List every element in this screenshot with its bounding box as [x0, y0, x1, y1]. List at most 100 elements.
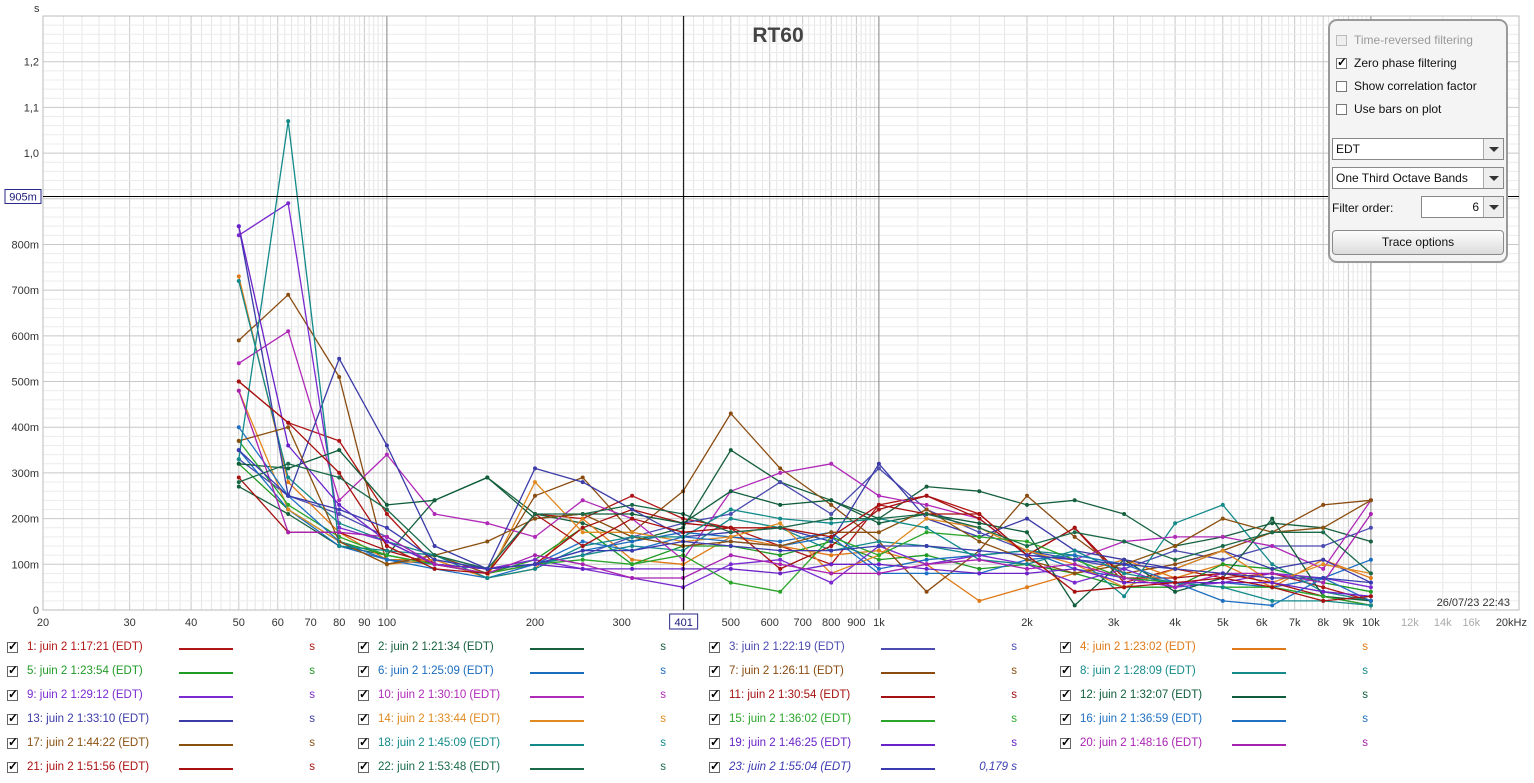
data-point: [778, 557, 783, 562]
bands-select[interactable]: One Third Octave Bands: [1332, 167, 1504, 189]
legend-label[interactable]: 13: juin 2 1:33:10 (EDT): [27, 713, 150, 725]
legend-label[interactable]: 17: juin 2 1:44:22 (EDT): [27, 737, 150, 749]
legend-checkbox[interactable]: [1060, 639, 1071, 653]
data-point: [337, 356, 342, 361]
legend-checkbox[interactable]: [1060, 735, 1071, 749]
legend-checkbox[interactable]: [358, 711, 369, 725]
legend-checkbox[interactable]: [358, 639, 369, 653]
legend-label[interactable]: 18: juin 2 1:45:09 (EDT): [378, 737, 501, 749]
data-point: [580, 512, 585, 516]
legend-label[interactable]: 7: juin 2 1:26:11 (EDT): [729, 665, 844, 677]
legend-label[interactable]: 3: juin 2 1:22:19 (EDT): [729, 641, 845, 653]
legend-checkbox[interactable]: [1060, 663, 1071, 677]
data-point: [1321, 525, 1326, 530]
filter-order-select[interactable]: 6: [1421, 196, 1504, 218]
legend-label[interactable]: 22: juin 2 1:53:48 (EDT): [378, 761, 501, 773]
legend-label[interactable]: 8: juin 2 1:28:09 (EDT): [1080, 665, 1196, 677]
data-point: [630, 576, 635, 580]
time-reversed-checkbox[interactable]: [1336, 34, 1347, 46]
legend-label[interactable]: 5: juin 2 1:23:54 (EDT): [27, 665, 143, 677]
cursor[interactable]: 401 905m: [4, 16, 1519, 630]
legend-label[interactable]: 1: juin 2 1:17:21 (EDT): [27, 641, 143, 653]
legend-checkbox[interactable]: [358, 687, 369, 701]
legend-swatch: [1232, 744, 1286, 746]
data-point: [1072, 525, 1077, 530]
chevron-down-icon[interactable]: [1483, 197, 1503, 217]
show-correlation-row: Show correlation factor: [1336, 77, 1477, 95]
legend-checkbox[interactable]: [7, 735, 18, 749]
data-point: [977, 539, 982, 544]
legend-label[interactable]: 14: juin 2 1:33:44 (EDT): [378, 713, 501, 725]
x-tick-label: 800: [822, 617, 840, 629]
data-point: [1173, 548, 1178, 553]
legend-value: s: [1362, 665, 1368, 677]
legend-checkbox[interactable]: [709, 639, 720, 653]
legend-checkbox[interactable]: [709, 735, 720, 749]
legend-label[interactable]: 16: juin 2 1:36:59 (EDT): [1080, 713, 1203, 725]
data-point: [286, 512, 291, 516]
legend-checkbox[interactable]: [7, 663, 18, 677]
x-tick-label: 4k: [1169, 617, 1181, 629]
x-tick-label: 100: [378, 617, 396, 629]
data-point: [580, 566, 585, 571]
zero-phase-checkbox[interactable]: [1336, 55, 1347, 69]
data-point: [1270, 576, 1275, 580]
legend-checkbox[interactable]: [1060, 711, 1071, 725]
legend-label[interactable]: 23: juin 2 1:55:04 (EDT): [729, 761, 852, 773]
legend-checkbox[interactable]: [1060, 687, 1071, 701]
legend-label[interactable]: 4: juin 2 1:23:02 (EDT): [1080, 641, 1196, 653]
legend-checkbox[interactable]: [7, 711, 18, 725]
legend-label[interactable]: 11: juin 2 1:30:54 (EDT): [729, 689, 851, 701]
trace-options-button[interactable]: Trace options: [1332, 230, 1504, 255]
chart-title: RT60: [752, 24, 803, 47]
data-point: [728, 539, 733, 544]
data-point: [286, 493, 291, 498]
chevron-down-icon[interactable]: [1483, 139, 1503, 159]
legend-label[interactable]: 19: juin 2 1:46:25 (EDT): [729, 737, 852, 749]
x-tick-label: 50: [233, 617, 245, 629]
data-point: [630, 493, 635, 498]
legend-checkbox[interactable]: [358, 759, 369, 773]
control-panel: Time-reversed filtering Zero phase filte…: [1328, 19, 1508, 263]
chevron-down-icon[interactable]: [1483, 168, 1503, 188]
x-tick-label: 60: [272, 617, 284, 629]
use-bars-checkbox[interactable]: [1336, 103, 1347, 115]
legend-swatch: [179, 696, 233, 698]
legend-checkbox[interactable]: [709, 663, 720, 677]
show-correlation-checkbox[interactable]: [1336, 80, 1347, 92]
legend-checkbox[interactable]: [7, 759, 18, 773]
legend-label[interactable]: 6: juin 2 1:25:09 (EDT): [378, 665, 494, 677]
legend-checkbox[interactable]: [709, 759, 720, 773]
data-point: [337, 470, 342, 475]
data-point: [876, 507, 881, 512]
series-line-20: [238, 390, 1372, 588]
data-point: [977, 598, 982, 603]
legend-checkbox[interactable]: [7, 687, 18, 701]
y-tick-label: 0: [33, 605, 39, 617]
data-point: [728, 566, 733, 571]
legend-checkbox[interactable]: [709, 687, 720, 701]
data-point: [286, 507, 291, 512]
legend-value: s: [309, 689, 315, 701]
legend-label[interactable]: 10: juin 2 1:30:10 (EDT): [378, 689, 501, 701]
legend-label[interactable]: 21: juin 2 1:51:56 (EDT): [27, 761, 150, 773]
metric-select[interactable]: EDT: [1332, 138, 1504, 160]
legend-checkbox[interactable]: [358, 735, 369, 749]
data-point: [286, 329, 291, 334]
legend-label[interactable]: 9: juin 2 1:29:12 (EDT): [27, 689, 143, 701]
legend-value: s: [309, 665, 315, 677]
legend-label[interactable]: 2: juin 2 1:21:34 (EDT): [378, 641, 494, 653]
legend-label[interactable]: 20: juin 2 1:48:16 (EDT): [1080, 737, 1203, 749]
legend-label[interactable]: 15: juin 2 1:36:02 (EDT): [729, 713, 852, 725]
data-point: [533, 493, 537, 498]
legend-label[interactable]: 12: juin 2 1:32:07 (EDT): [1080, 689, 1203, 701]
data-point: [286, 475, 291, 480]
legend-checkbox[interactable]: [7, 639, 18, 653]
legend-checkbox[interactable]: [709, 711, 720, 725]
data-point: [977, 489, 982, 494]
data-point: [778, 525, 783, 530]
data-point: [728, 448, 733, 453]
legend-checkbox[interactable]: [358, 663, 369, 677]
x-tick-label: 14k: [1434, 617, 1452, 629]
